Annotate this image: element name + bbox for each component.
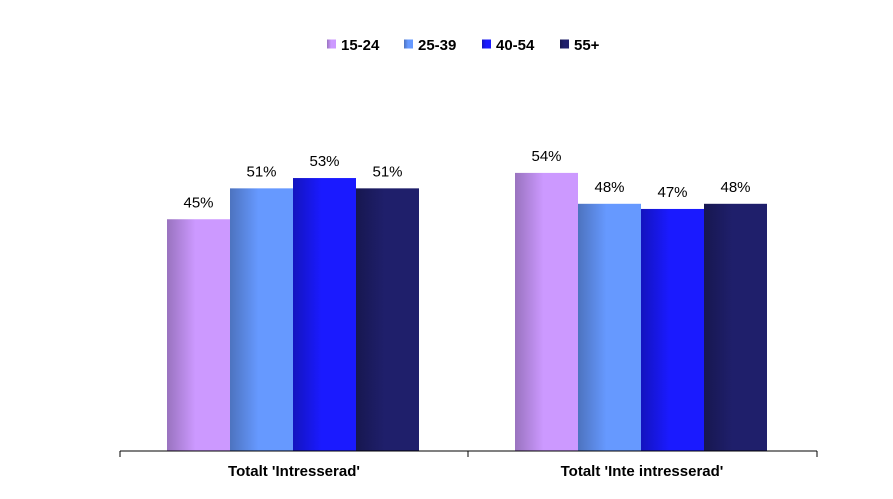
bar-25-39-2: [578, 203, 641, 451]
data-labels-group: 45% 51% 53% 51% 54% 48% 47% 48%: [183, 148, 750, 211]
legend-swatch: [482, 39, 491, 49]
category-labels: Totalt 'Intresserad' Totalt 'Inte intress…: [228, 463, 723, 480]
legend-label: 40-54: [496, 37, 535, 54]
bars-group: [167, 172, 767, 452]
data-label: 48%: [720, 179, 750, 196]
data-label: 48%: [594, 179, 624, 196]
category-label: Totalt 'Intresserad': [228, 463, 360, 480]
legend-label: 55+: [574, 37, 600, 54]
legend: 15-24 25-39 40-54 55+: [327, 37, 600, 54]
data-label: 51%: [246, 163, 276, 180]
x-axis: [119, 450, 818, 457]
legend-swatch: [327, 39, 336, 49]
data-label: 53%: [309, 153, 339, 170]
legend-swatch: [404, 39, 413, 49]
bar-55+-1: [356, 188, 419, 451]
bar-40-54-1: [293, 178, 356, 452]
bar-40-54-2: [641, 208, 704, 451]
legend-label: 25-39: [418, 37, 456, 54]
bar-15-24-2: [515, 172, 578, 451]
data-label: 47%: [657, 184, 687, 201]
bar-15-24-1: [167, 219, 230, 451]
data-label: 51%: [372, 163, 402, 180]
bar-55+-2: [704, 203, 767, 451]
legend-swatch: [560, 39, 569, 49]
data-label: 45%: [183, 194, 213, 211]
data-label: 54%: [531, 148, 561, 165]
legend-label: 15-24: [341, 37, 380, 54]
bar-25-39-1: [230, 188, 293, 451]
category-label: Totalt 'Inte intresserad': [561, 463, 724, 480]
